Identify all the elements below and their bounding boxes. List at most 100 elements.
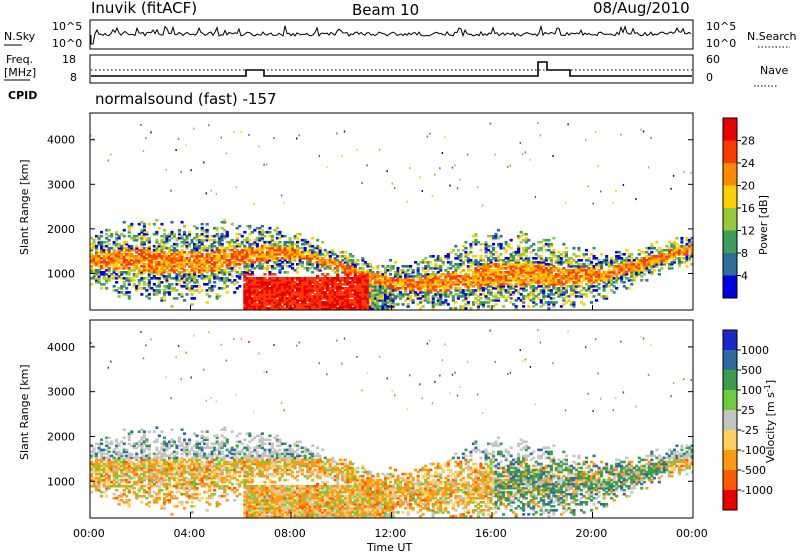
power-cell [275,248,279,252]
power-cell [537,293,541,296]
power-cell [602,279,606,282]
power-cell [117,236,121,240]
power-cell [363,281,367,284]
power-cell [685,248,689,252]
power-cell [308,283,312,286]
power-cell [542,277,546,280]
power-cell [190,303,194,306]
velocity-cell [140,460,144,464]
power-cell [569,293,573,296]
power-cell [373,301,377,304]
velocity-cell [132,462,136,466]
power-cell [363,261,367,264]
velocity-cell [140,448,144,452]
power-cell [406,273,410,276]
power-cell [291,277,295,280]
power-cell [105,248,109,252]
power-cell [100,267,104,270]
power-cell [348,281,352,284]
velocity-cell [120,472,124,476]
power-cell [341,307,345,310]
power-cell [313,279,317,282]
power-cell [188,230,192,234]
power-cell [549,271,553,274]
power-cell [411,283,415,286]
power-cell [208,246,212,250]
power-cell [323,295,327,298]
power-cell [255,265,259,268]
power-cell [554,273,558,276]
power-cell [152,293,156,296]
power-cell [466,267,470,270]
power-cell [567,279,571,282]
power-cell [248,305,252,308]
power-cell [117,261,121,264]
power-cell [115,230,119,234]
velocity-cell [100,460,104,464]
power-cell [620,279,624,282]
power-cell [537,263,541,266]
power-cell [265,230,269,234]
power-cell [205,238,209,242]
power-cell [240,259,244,262]
power-cell [270,250,274,254]
velocity-cell [100,458,104,462]
power-cell [353,267,357,270]
power-cell [165,240,169,244]
power-cell [529,158,532,161]
power-cell [552,285,556,288]
power-cell [288,248,292,252]
power-cell [107,271,111,274]
power-cell [424,271,428,274]
power-cell [564,201,567,204]
power-cell [670,248,674,252]
velocity-cell [127,490,131,494]
velocity-cell [115,476,119,480]
power-cell [361,271,365,274]
power-cell [155,248,159,252]
power-cell [308,307,312,310]
power-cell [278,265,282,268]
power-cell [524,263,528,266]
power-cell [107,277,111,280]
velocity-cell [112,484,116,488]
power-cell [225,240,229,244]
power-cell [449,281,453,284]
power-cell [245,267,249,270]
power-cell [162,269,166,272]
power-cell [250,283,254,286]
power-cell [444,295,448,298]
power-cell [351,267,355,270]
power-cell [155,263,159,266]
velocity-cell [145,490,149,494]
power-cell [341,305,345,308]
power-cell [245,281,249,284]
power-cell [275,279,279,282]
power-cell [326,279,330,282]
power-cell [100,230,104,234]
power-cell [426,285,430,288]
power-cell [567,265,571,268]
power-cell [132,248,136,252]
velocity-cell [140,494,144,498]
power-cell [265,291,269,294]
power-cell [331,285,335,288]
power-cell [122,293,126,296]
power-cell [253,255,257,258]
power-cell [622,267,626,270]
power-cell [557,271,561,274]
power-cell [228,244,232,248]
velocity-cell [90,462,94,466]
power-cell [434,295,438,298]
power-cell [303,242,307,246]
power-cell [265,250,269,254]
power-cell [414,295,418,298]
velocity-cell [132,466,136,470]
power-cell [552,253,556,256]
power-cell [406,281,410,284]
power-cell [459,277,463,280]
power-cell [569,263,573,266]
power-cell [615,255,619,258]
power-cell [316,255,320,258]
power-cell [333,283,337,286]
